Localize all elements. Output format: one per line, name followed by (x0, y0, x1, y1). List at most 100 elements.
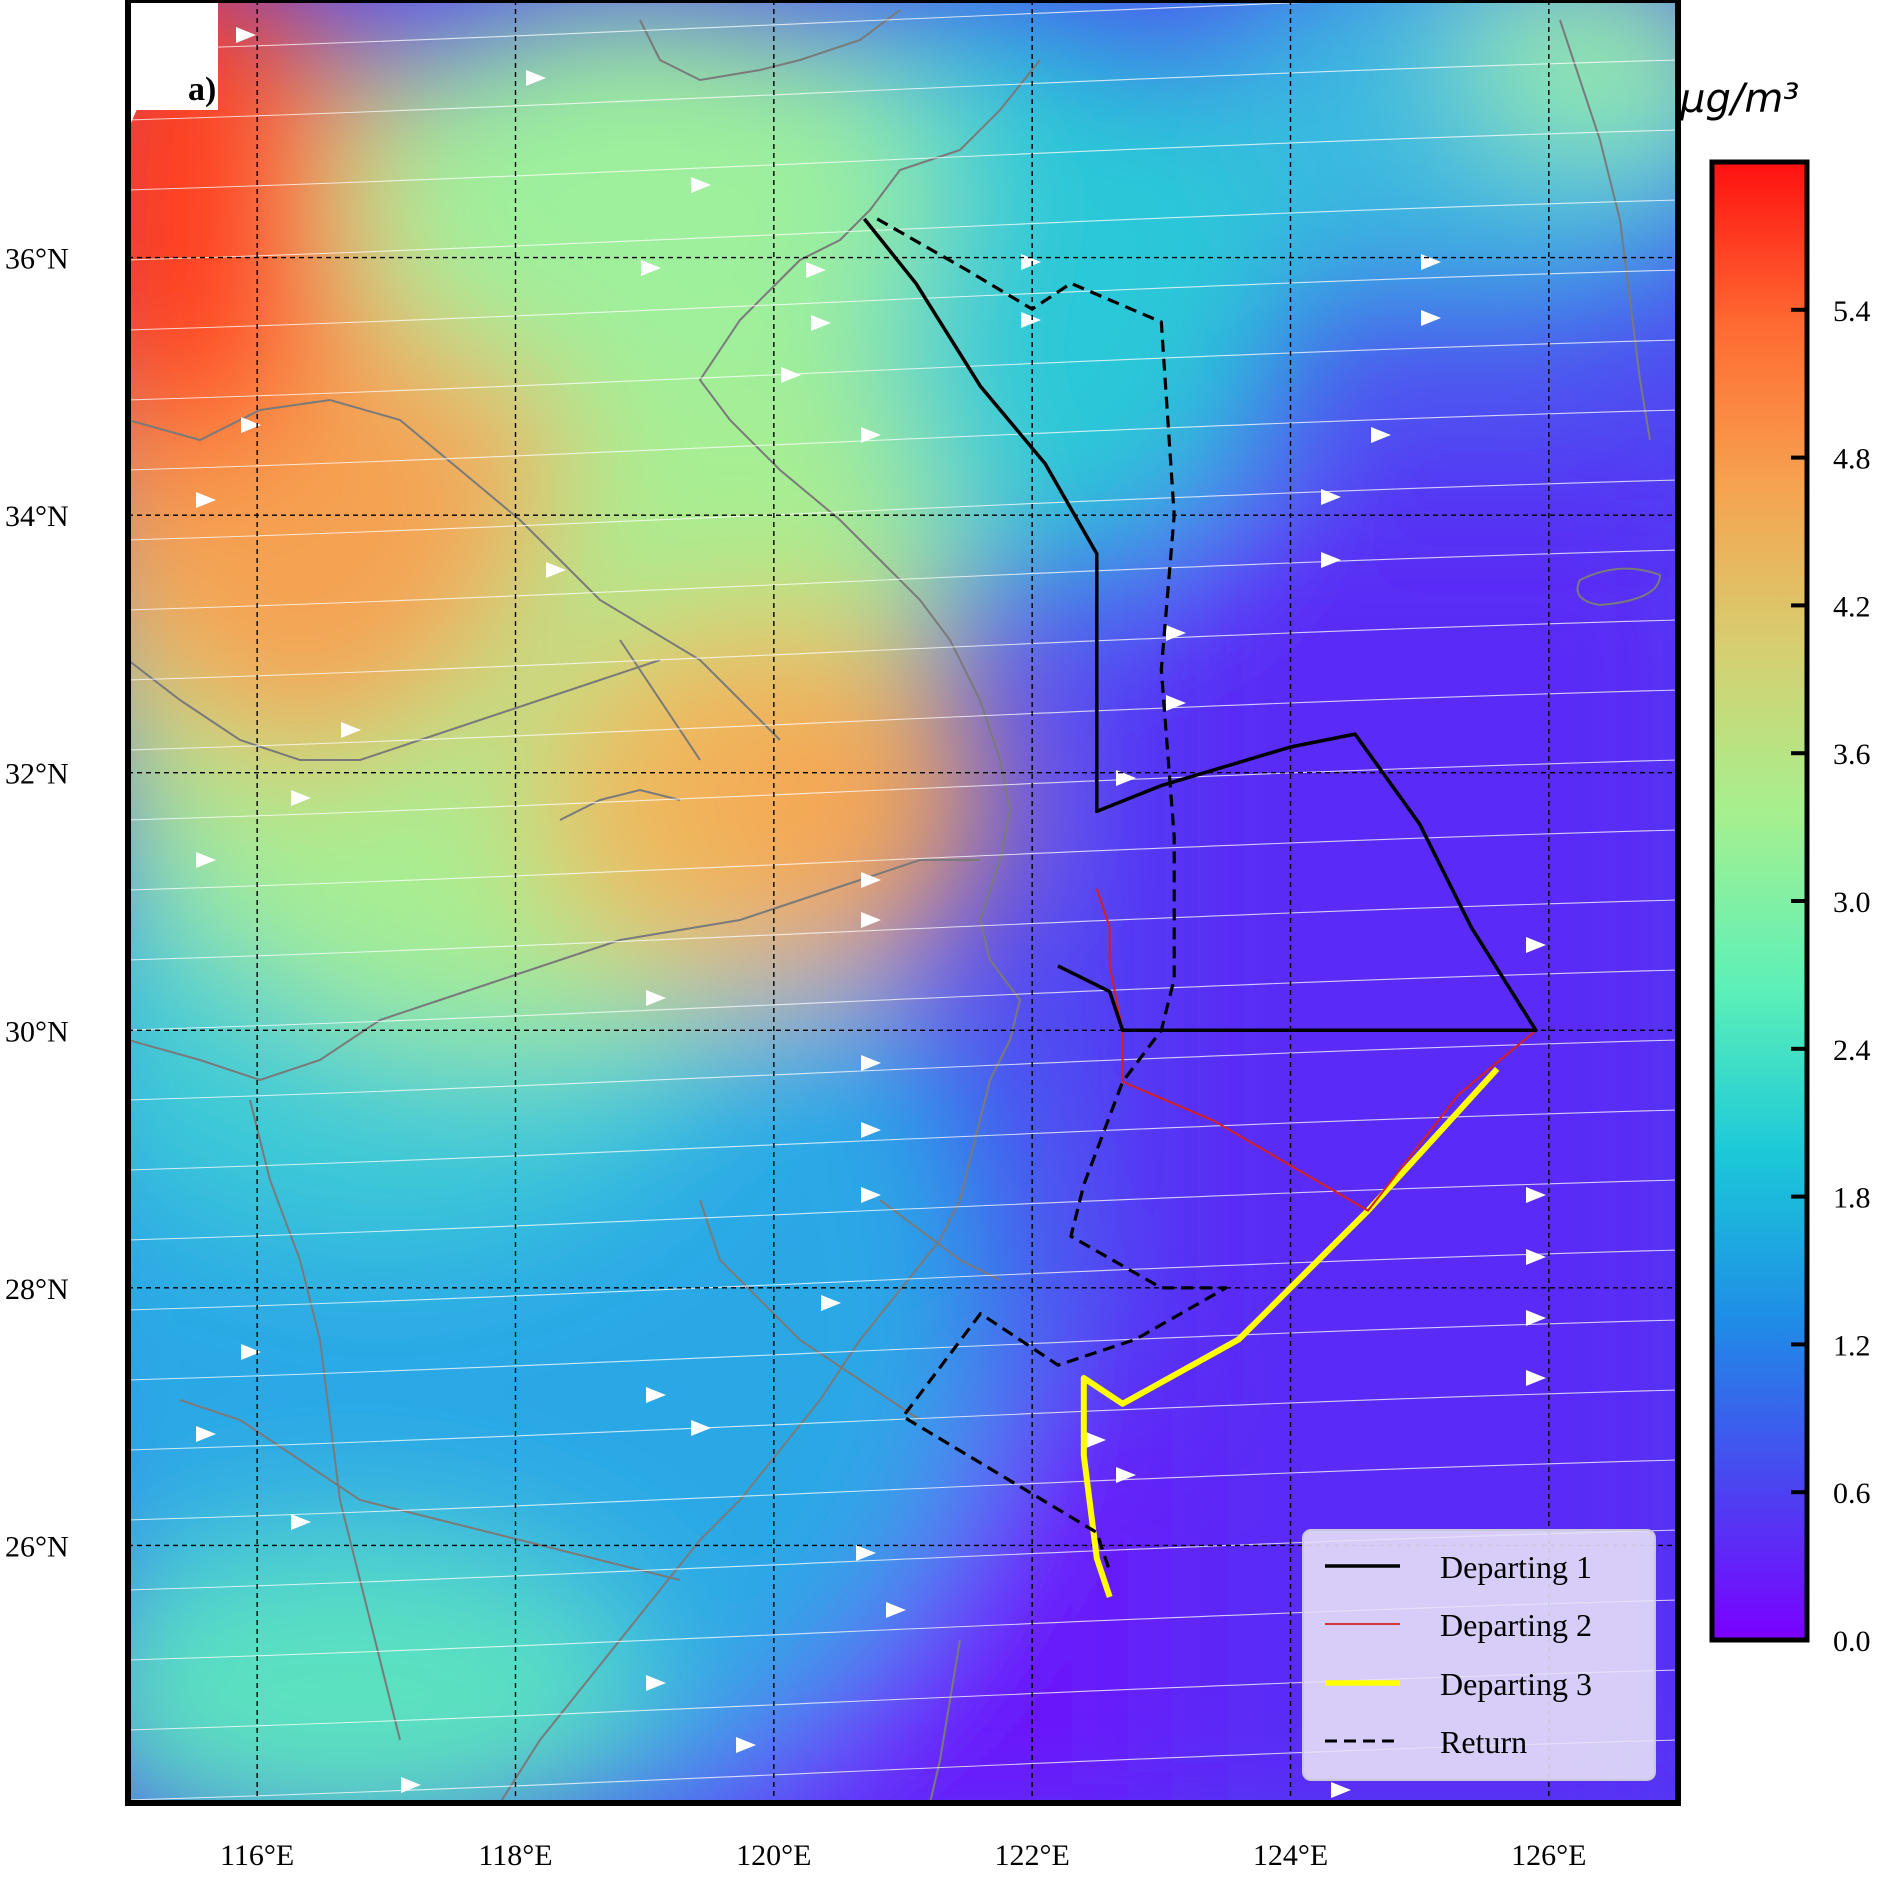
streamline (128, 549, 1678, 611)
lon-tick-label: 122°E (995, 1839, 1070, 1872)
cruise-routes (862, 217, 1538, 1598)
wind-arrow-icon (861, 872, 881, 888)
map-frame (125, 0, 1681, 1806)
colorbar-tick-label: 2.4 (1833, 1034, 1871, 1067)
gridlines (128, 0, 1678, 1803)
streamline (128, 969, 1678, 1031)
wind-arrow-icon (1321, 552, 1341, 568)
wind-arrow-icon (196, 852, 216, 868)
colorbar-tick-label: 5.4 (1833, 295, 1871, 328)
lon-tick-label: 118°E (478, 1839, 552, 1872)
panel-label: a) (188, 71, 216, 108)
streamline (128, 339, 1678, 401)
wind-arrow-icon (861, 1055, 881, 1071)
longitude-labels: 116°E 118°E 120°E 122°E 124°E 126°E (220, 1839, 1586, 1872)
legend-label-departing2: Departing 2 (1440, 1607, 1592, 1643)
streamline (128, 1109, 1678, 1171)
streamline (128, 409, 1678, 471)
latitude-labels: 36°N 34°N 32°N 30°N 28°N 26°N (5, 243, 69, 1564)
lon-tick-label: 124°E (1253, 1839, 1328, 1872)
wind-arrow-icon (1166, 695, 1186, 711)
legend-box (1302, 1529, 1656, 1781)
colorbar-tick-label: 4.2 (1833, 590, 1871, 623)
colorbar-tick-label: 3.0 (1833, 886, 1871, 919)
lat-tick-label: 28°N (5, 1273, 69, 1306)
wind-arrow-icon (1116, 1467, 1136, 1483)
colorbar-tick-label: 1.8 (1833, 1182, 1871, 1215)
wind-arrow-icon (646, 990, 666, 1006)
wind-arrow-icon (291, 790, 311, 806)
legend-label-return: Return (1440, 1724, 1527, 1760)
wind-arrow-icon (341, 722, 361, 738)
colorbar-tick-label: 3.6 (1833, 738, 1871, 771)
lat-tick-label: 30°N (5, 1015, 69, 1048)
colorbar-tick-label: 0.6 (1833, 1477, 1871, 1510)
wind-arrow-icon (1331, 1782, 1351, 1798)
wind-arrow-icon (196, 492, 216, 508)
streamline (128, 1389, 1678, 1451)
wind-arrow-icon (856, 1545, 876, 1561)
route-return (876, 217, 1228, 1572)
wind-arrow-icon (691, 177, 711, 193)
streamline (128, 59, 1678, 121)
streamline (128, 1319, 1678, 1381)
wind-arrow-icon (1526, 1187, 1546, 1203)
wind-arrow-icon (646, 1387, 666, 1403)
lat-tick-label: 36°N (5, 243, 69, 276)
wind-arrow-icon (291, 1514, 311, 1530)
legend-label-departing1: Departing 1 (1440, 1549, 1592, 1585)
wind-streamlines (128, 0, 1678, 1801)
streamline (128, 1039, 1678, 1101)
wind-arrow-icon (1526, 1370, 1546, 1386)
colorbar-unit: μg/m³ (1679, 76, 1799, 122)
wind-arrow-icon (1021, 254, 1041, 270)
colorbar-tick-label: 4.8 (1833, 443, 1871, 476)
wind-arrow-icon (736, 1737, 756, 1753)
wind-arrow-icon (546, 562, 566, 578)
wind-arrow-icon (241, 1344, 261, 1360)
streamline (128, 479, 1678, 541)
wind-arrow-icon (236, 27, 256, 43)
wind-arrow-icon (781, 367, 801, 383)
lon-tick-label: 126°E (1511, 1839, 1586, 1872)
wind-arrow-icon (1526, 937, 1546, 953)
wind-arrow-icon (1526, 1310, 1546, 1326)
lat-tick-label: 26°N (5, 1530, 69, 1563)
route-departing-2 (1095, 888, 1537, 1212)
wind-arrow-icon (646, 1675, 666, 1691)
wind-arrow-icon (1086, 1432, 1106, 1448)
legend-label-departing3: Departing 3 (1440, 1666, 1592, 1702)
wind-arrow-icon (641, 260, 661, 276)
streamline (128, 199, 1678, 261)
wind-arrow-icon (806, 262, 826, 278)
streamline (128, 129, 1678, 191)
colorbar-tick-label: 0.0 (1833, 1625, 1871, 1658)
lat-tick-label: 34°N (5, 500, 69, 533)
wind-arrow-icon (1526, 1249, 1546, 1265)
wind-arrow-icon (861, 427, 881, 443)
streamline (128, 1249, 1678, 1311)
lon-tick-label: 120°E (736, 1839, 811, 1872)
streamline (128, 689, 1678, 751)
streamline (128, 1459, 1678, 1521)
route-departing-3 (1080, 1066, 1500, 1598)
lon-tick-label: 116°E (220, 1839, 294, 1872)
wind-arrow-icon (401, 1777, 421, 1793)
wind-arrow-icon (196, 1426, 216, 1442)
wind-arrow-icon (1321, 489, 1341, 505)
wind-arrow-icon (886, 1602, 906, 1618)
wind-arrow-icon (821, 1295, 841, 1311)
wind-arrow-icon (691, 1420, 711, 1436)
streamline (128, 619, 1678, 681)
wind-arrow-icon (1421, 310, 1441, 326)
streamline (128, 269, 1678, 331)
streamline (128, 0, 1384, 51)
wind-arrow-icon (526, 70, 546, 86)
legend: Departing 1 Departing 2 Departing 3 Retu… (1302, 1529, 1656, 1781)
coastline-and-boundaries (128, 9, 1662, 1803)
lat-tick-label: 32°N (5, 758, 69, 791)
route-departing-1 (862, 217, 1538, 1033)
streamline (128, 1179, 1678, 1241)
wind-arrow-icon (1116, 770, 1136, 786)
streamline (128, 829, 1678, 891)
